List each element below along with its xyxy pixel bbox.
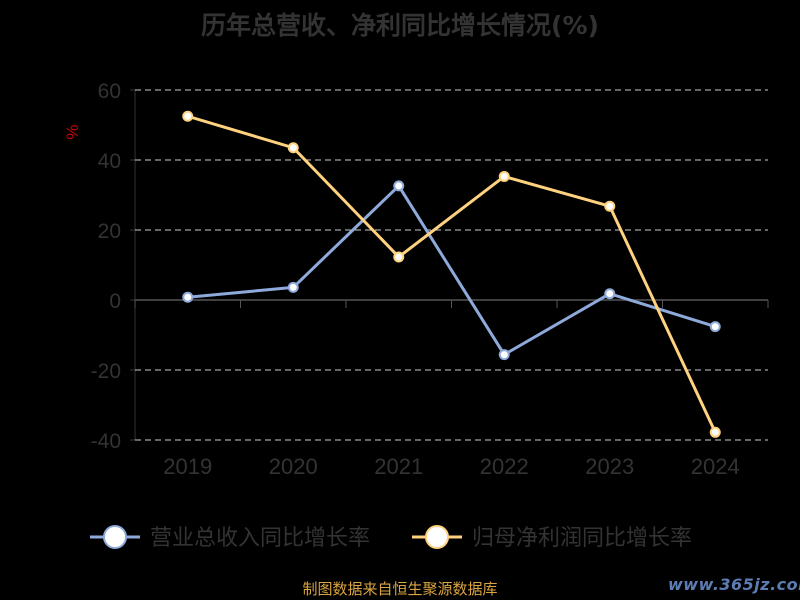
legend-marker bbox=[103, 525, 127, 549]
data-point bbox=[287, 142, 299, 154]
data-source-note: 制图数据来自恒生聚源数据库 bbox=[302, 580, 498, 598]
x-tick-label: 2022 bbox=[480, 454, 529, 479]
data-point bbox=[393, 180, 405, 192]
data-point bbox=[709, 321, 721, 333]
y-tick-label: 40 bbox=[98, 150, 121, 173]
series-line-1 bbox=[186, 184, 717, 357]
legend-marker bbox=[425, 525, 449, 549]
series-line-2 bbox=[186, 114, 717, 434]
y-tick-label: 0 bbox=[109, 290, 121, 313]
x-tick-label: 2019 bbox=[163, 454, 212, 479]
data-point bbox=[182, 110, 194, 122]
data-point bbox=[498, 349, 510, 361]
data-point bbox=[709, 426, 721, 438]
y-tick-label: 60 bbox=[98, 80, 121, 103]
data-point bbox=[182, 291, 194, 303]
chart-title: 历年总营收、净利同比增长情况(%) bbox=[201, 11, 599, 40]
x-tick-label: 2024 bbox=[691, 454, 740, 479]
y-tick-label: -40 bbox=[91, 430, 121, 453]
watermark: www.365jz.com bbox=[668, 575, 800, 594]
y-tick-label: 20 bbox=[98, 220, 121, 243]
data-point bbox=[393, 251, 405, 263]
y-tick-label: -20 bbox=[91, 360, 121, 383]
data-point bbox=[287, 281, 299, 293]
legend-label: 归母净利润同比增长率 bbox=[472, 526, 692, 551]
data-point bbox=[604, 200, 616, 212]
y-axis-label: % bbox=[63, 124, 82, 139]
data-point bbox=[498, 170, 510, 182]
x-tick-label: 2020 bbox=[269, 454, 318, 479]
x-tick-label: 2023 bbox=[585, 454, 634, 479]
x-tick-label: 2021 bbox=[374, 454, 423, 479]
legend-label: 营业总收入同比增长率 bbox=[150, 526, 370, 551]
data-point bbox=[604, 288, 616, 300]
